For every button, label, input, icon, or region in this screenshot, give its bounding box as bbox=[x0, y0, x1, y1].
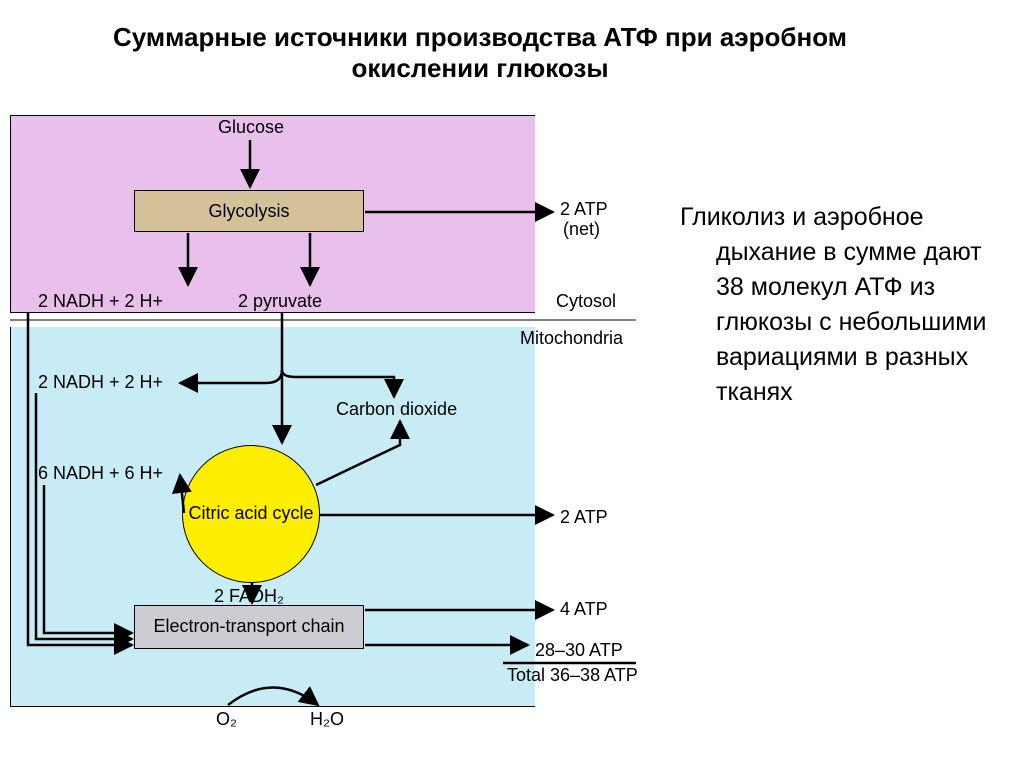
atp-4-label: 4 ATP bbox=[560, 599, 608, 620]
cytosol-label: Cytosol bbox=[556, 291, 616, 312]
o2-label: O₂ bbox=[216, 709, 237, 730]
nadh-2b-label: 2 NADH + 2 H+ bbox=[38, 372, 163, 393]
co2-label: Carbon dioxide bbox=[336, 399, 457, 420]
atp-2-label: 2 ATP bbox=[560, 507, 608, 528]
page-title: Суммарные источники производства АТФ при… bbox=[80, 22, 880, 84]
electron-transport-box: Electron-transport chain bbox=[134, 605, 364, 649]
description-text: Гликолиз и аэробное дыхание в сумме дают… bbox=[680, 200, 1000, 410]
citric-acid-cycle: Citric acid cycle bbox=[182, 445, 320, 583]
h2o-label: H₂O bbox=[310, 709, 344, 730]
atp-net-label: 2 ATP bbox=[560, 199, 608, 220]
nadh-6-label: 6 NADH + 6 H+ bbox=[38, 463, 163, 484]
mitochondria-label: Mitochondria bbox=[520, 328, 623, 349]
nadh-2a-label: 2 NADH + 2 H+ bbox=[38, 291, 163, 312]
pyruvate-label: 2 pyruvate bbox=[238, 291, 322, 312]
glucose-label: Glucose bbox=[218, 117, 284, 138]
atp-range-label: 28–30 ATP bbox=[535, 640, 623, 661]
atp-net-sub: (net) bbox=[563, 219, 600, 240]
atp-diagram: Glycolysis Electron-transport chain Citr… bbox=[8, 115, 636, 755]
fadh2-label: 2 FADH₂ bbox=[214, 586, 284, 607]
total-label: Total 36–38 ATP bbox=[507, 665, 638, 686]
glycolysis-box: Glycolysis bbox=[134, 190, 364, 232]
